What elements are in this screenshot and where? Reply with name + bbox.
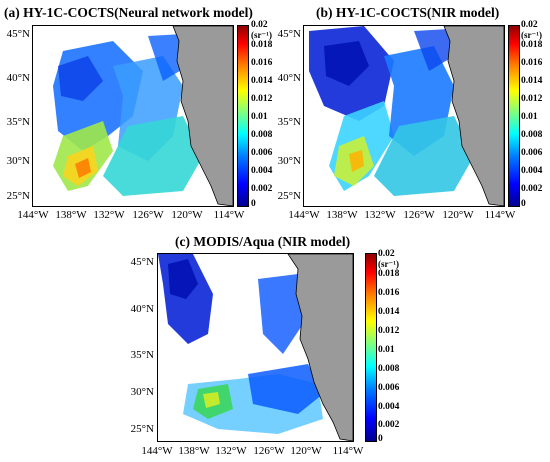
map-area (32, 25, 234, 207)
colorbar (365, 253, 377, 442)
colorbar-max-label: 0.02 (521, 20, 538, 30)
lon-tick: 114°W (332, 445, 364, 457)
colorbar-tick: 0.012 (378, 326, 400, 336)
map-layer (309, 26, 504, 206)
map-area (303, 25, 505, 207)
lat-tick: 45°N (6, 28, 30, 40)
colorbar-tick: 0 (521, 199, 526, 209)
lat-tick: 45°N (277, 28, 301, 40)
colorbar-tick: 0.006 (378, 383, 400, 393)
colorbar-tick: 0.016 (521, 58, 543, 68)
lat-tick: 40°N (130, 303, 154, 315)
lon-tick: 132°W (93, 209, 125, 221)
colorbar-tick: 0.002 (521, 184, 543, 194)
lat-tick: 25°N (6, 190, 30, 202)
lon-tick: 144°W (17, 209, 49, 221)
colorbar-tick: 0.014 (378, 307, 400, 317)
coastline (443, 26, 504, 206)
coastline (287, 254, 353, 441)
lat-tick: 30°N (130, 386, 154, 398)
colorbar-tick: 0.004 (251, 166, 273, 176)
colorbar-tick: 0.014 (521, 76, 543, 86)
colorbar-tick: 0.018 (378, 269, 400, 279)
colorbar (237, 25, 249, 207)
lon-tick: 138°W (55, 209, 87, 221)
colorbar-tick: 0.016 (251, 58, 273, 68)
colorbar-tick: 0.01 (251, 112, 268, 122)
lon-tick: 114°W (213, 209, 245, 221)
lon-tick: 114°W (484, 209, 516, 221)
lat-tick: 30°N (6, 155, 30, 167)
lon-tick: 138°W (326, 209, 358, 221)
colorbar-max-label: 0.02 (378, 249, 395, 259)
colorbar-tick: 0 (378, 434, 383, 444)
panel-title: (c) MODIS/Aqua (NIR model) (175, 234, 351, 249)
panel-title: (b) HY-1C-COCTS(NIR model) (316, 5, 500, 20)
lat-tick: 45°N (130, 256, 154, 268)
colorbar-tick: 0.002 (251, 184, 273, 194)
lon-tick: 132°W (215, 445, 247, 457)
lon-tick: 120°W (442, 209, 474, 221)
lat-tick: 25°N (277, 190, 301, 202)
lat-tick: 35°N (277, 116, 301, 128)
lon-tick: 120°W (171, 209, 203, 221)
colorbar-tick: 0.006 (521, 148, 543, 158)
colorbar-tick: 0.008 (251, 130, 273, 140)
panel-title: (a) HY-1C-COCTS(Neural network model) (4, 5, 253, 20)
lon-tick: 138°W (178, 445, 210, 457)
colorbar-unit: (sr⁻¹) (251, 30, 272, 40)
colorbar-tick: 0.01 (378, 345, 395, 355)
colorbar-tick: 0.018 (521, 40, 543, 50)
lon-tick: 132°W (364, 209, 396, 221)
lat-tick: 40°N (277, 72, 301, 84)
lon-tick: 126°W (253, 445, 285, 457)
coastline (172, 26, 233, 206)
colorbar-tick: 0.004 (521, 166, 543, 176)
lat-tick: 35°N (6, 116, 30, 128)
lon-tick: 126°W (403, 209, 435, 221)
lon-tick: 120°W (290, 445, 322, 457)
colorbar-tick: 0.012 (251, 94, 273, 104)
colorbar-tick: 0 (251, 199, 256, 209)
colorbar-tick: 0.014 (251, 76, 273, 86)
lon-tick: 144°W (288, 209, 320, 221)
colorbar-unit: (sr⁻¹) (521, 30, 542, 40)
lon-tick: 126°W (132, 209, 164, 221)
colorbar-tick: 0.006 (251, 148, 273, 158)
lat-tick: 25°N (130, 423, 154, 435)
lat-tick: 30°N (277, 155, 301, 167)
colorbar-tick: 0.004 (378, 402, 400, 412)
colorbar-tick: 0.01 (521, 112, 538, 122)
colorbar-tick: 0.018 (251, 40, 273, 50)
colorbar-max-label: 0.02 (251, 20, 268, 30)
colorbar-tick: 0.002 (378, 420, 400, 430)
lon-tick: 144°W (141, 445, 173, 457)
lat-tick: 35°N (130, 349, 154, 361)
lat-tick: 40°N (6, 72, 30, 84)
map-layer (53, 26, 233, 206)
map-area (157, 253, 354, 442)
colorbar-tick: 0.016 (378, 288, 400, 298)
colorbar-tick: 0.008 (521, 130, 543, 140)
colorbar-tick: 0.008 (378, 364, 400, 374)
colorbar (508, 25, 520, 207)
colorbar-tick: 0.012 (521, 94, 543, 104)
map-layer (158, 254, 353, 441)
colorbar-unit: (sr⁻¹) (378, 259, 399, 269)
